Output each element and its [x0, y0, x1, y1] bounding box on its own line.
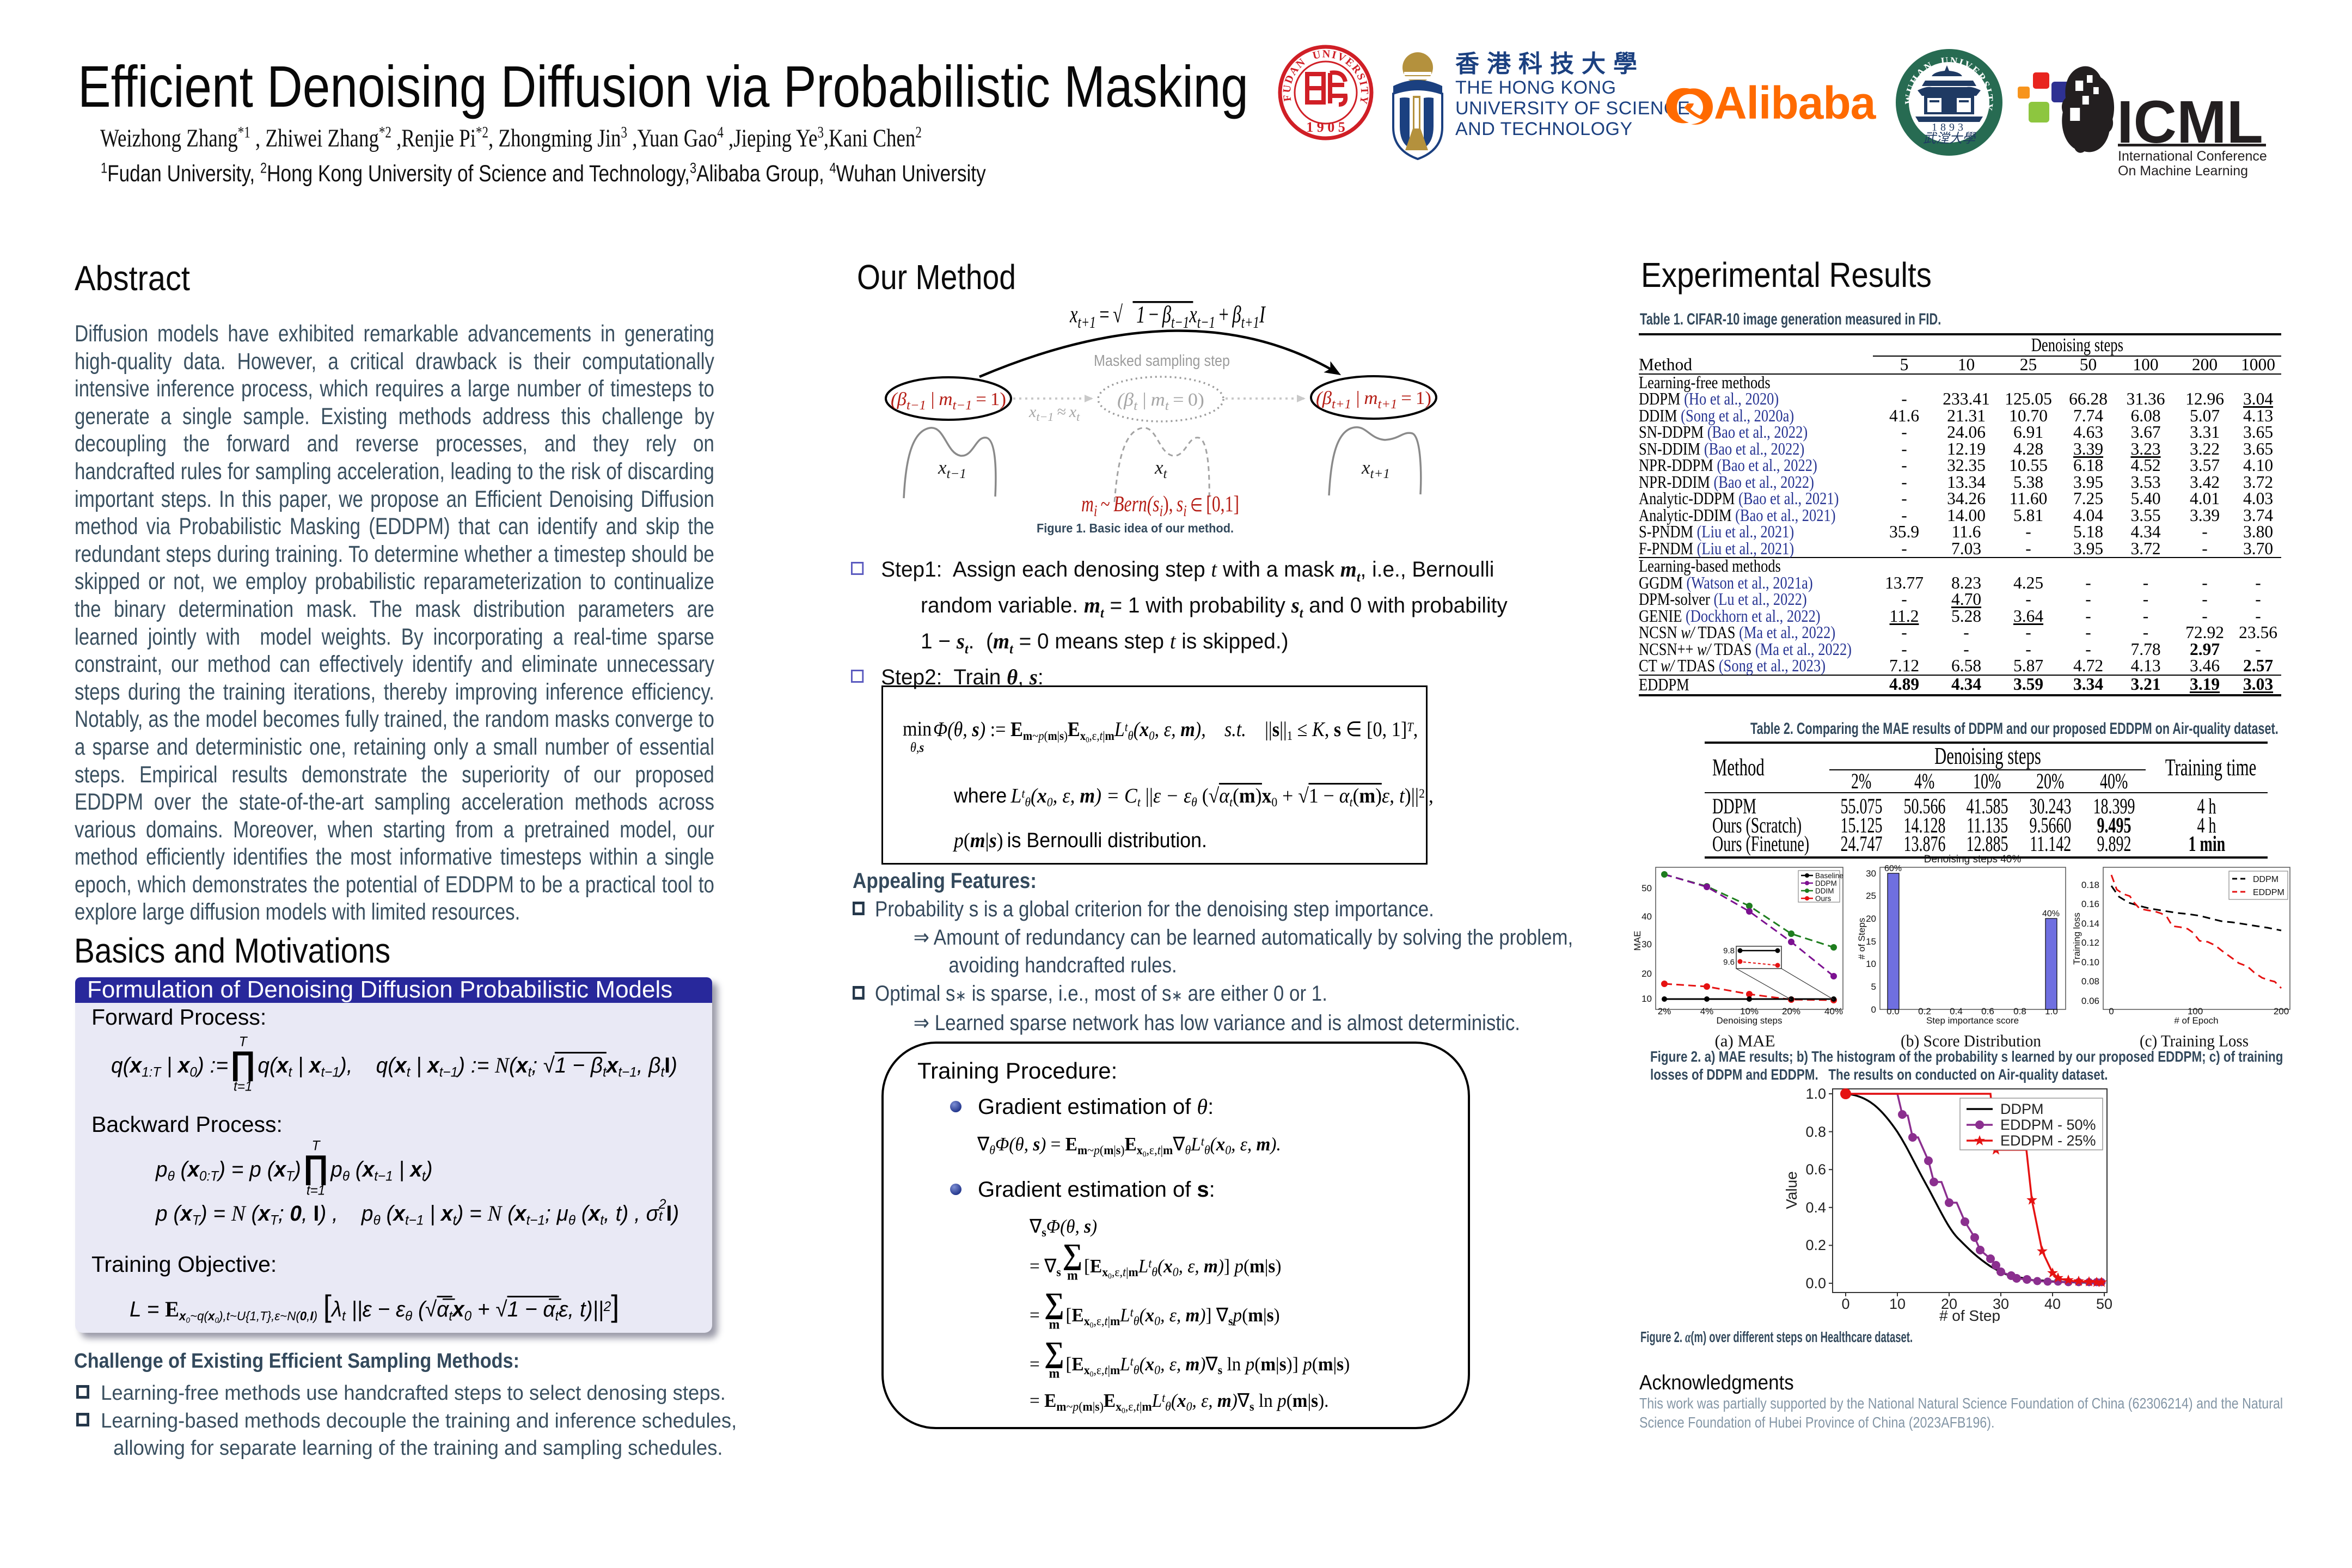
- svg-text:(c) Training Loss: (c) Training Loss: [2140, 1031, 2249, 1050]
- svg-text:0: 0: [1841, 1296, 1849, 1312]
- svg-text:60%: 60%: [1884, 864, 1902, 873]
- svg-text:(βt+1 | mt+1 = 1): (βt+1 | mt+1 = 1): [1316, 388, 1431, 412]
- svg-text:5: 5: [1871, 982, 1876, 992]
- svg-text:0.14: 0.14: [2081, 918, 2099, 929]
- svg-text:DDIM: DDIM: [1815, 887, 1834, 895]
- svg-text:xt+1 = √: xt+1 = √: [1069, 302, 1123, 331]
- svg-text:Figure 1. Basic idea of our me: Figure 1. Basic idea of our method.: [1037, 521, 1234, 535]
- svg-text:武漟大學: 武漟大學: [1923, 131, 1976, 146]
- svg-text:20: 20: [1941, 1296, 1957, 1312]
- svg-text:0.2: 0.2: [1805, 1237, 1826, 1253]
- svg-text:DDPM: DDPM: [1815, 879, 1837, 887]
- svg-text:香港科技大學: 香港科技大學: [1455, 51, 1645, 77]
- svg-text:International Conference: International Conference: [2118, 149, 2267, 164]
- svg-text:xt+1: xt+1: [1361, 457, 1390, 481]
- svg-text:20%: 20%: [1782, 1006, 1800, 1016]
- svg-text:30: 30: [1866, 868, 1876, 879]
- svg-text:xt−1 ≈ xt: xt−1 ≈ xt: [1028, 403, 1080, 424]
- svg-text:0.16: 0.16: [2081, 899, 2099, 909]
- svg-text:Training loss: Training loss: [2072, 912, 2082, 965]
- svg-text:DDPM: DDPM: [2253, 875, 2278, 884]
- svg-text:# of Epoch: # of Epoch: [2174, 1015, 2218, 1026]
- svg-text:EDDPM - 50%: EDDPM - 50%: [2000, 1117, 2096, 1133]
- svg-text:40%: 40%: [2042, 909, 2060, 918]
- svg-text:EDDPM - 25%: EDDPM - 25%: [2000, 1132, 2096, 1149]
- svg-text:0.08: 0.08: [2081, 976, 2099, 987]
- svg-text:(b) Score Distribution: (b) Score Distribution: [1901, 1031, 2041, 1050]
- svg-text:Baseline: Baseline: [1815, 872, 1843, 880]
- svg-text:9.8: 9.8: [1723, 946, 1735, 955]
- svg-text:40%: 40%: [1824, 1006, 1843, 1016]
- svg-text:(a) MAE: (a) MAE: [1714, 1031, 1775, 1050]
- svg-text:2%: 2%: [1658, 1006, 1671, 1016]
- svg-text:0.10: 0.10: [2081, 957, 2099, 967]
- svg-text:EDDPM: EDDPM: [2253, 888, 2284, 897]
- svg-text:1 − βt−1xt−1 + βt+1I: 1 − βt−1xt−1 + βt+1I: [1136, 302, 1266, 331]
- svg-text:0.12: 0.12: [2081, 938, 2099, 948]
- svg-text:200: 200: [2274, 1006, 2289, 1016]
- svg-text:AND TECHNOLOGY: AND TECHNOLOGY: [1455, 119, 1633, 139]
- svg-text:40: 40: [1641, 911, 1652, 922]
- svg-text:Denoising steps: Denoising steps: [1717, 1015, 1783, 1026]
- svg-text:50: 50: [2096, 1296, 2112, 1312]
- svg-text:UNIVERSITY OF SCIENCE: UNIVERSITY OF SCIENCE: [1455, 98, 1690, 119]
- svg-text:0: 0: [1871, 1004, 1876, 1015]
- svg-text:30: 30: [1641, 939, 1652, 950]
- svg-text:Masked sampling step: Masked sampling step: [1094, 352, 1230, 370]
- svg-text:30: 30: [1993, 1296, 2009, 1312]
- svg-text:25: 25: [1866, 891, 1876, 901]
- svg-text:50: 50: [1641, 883, 1652, 893]
- svg-text:0.2: 0.2: [1918, 1006, 1931, 1016]
- svg-text:xt−1: xt−1: [938, 457, 966, 481]
- svg-text:1.0: 1.0: [1805, 1086, 1826, 1102]
- svg-text:Value: Value: [1783, 1171, 1800, 1209]
- svg-text:20: 20: [1641, 969, 1652, 979]
- svg-text:(βt | mt = 0): (βt | mt = 0): [1117, 390, 1204, 413]
- svg-text:20: 20: [1866, 914, 1876, 924]
- svg-text:0.4: 0.4: [1950, 1006, 1963, 1016]
- svg-text:4%: 4%: [1700, 1006, 1714, 1016]
- svg-text:Denoising steps 40%: Denoising steps 40%: [1924, 855, 2022, 865]
- svg-text:0.6: 0.6: [1805, 1161, 1826, 1178]
- svg-text:0.8: 0.8: [2013, 1006, 2026, 1016]
- svg-text:# of Steps: # of Steps: [1857, 918, 1867, 960]
- svg-text:10: 10: [1641, 994, 1652, 1004]
- svg-text:0.18: 0.18: [2081, 880, 2099, 890]
- svg-text:100: 100: [2188, 1006, 2203, 1016]
- svg-text:Step importance score: Step importance score: [1926, 1015, 2019, 1026]
- svg-text:mi ~ Bern(si), si ∈ [0,1]: mi ~ Bern(si), si ∈ [0,1]: [1081, 491, 1239, 520]
- svg-text:0.4: 0.4: [1805, 1199, 1826, 1216]
- svg-text:0.06: 0.06: [2081, 996, 2099, 1006]
- svg-text:40: 40: [2044, 1296, 2061, 1312]
- svg-text:10%: 10%: [1740, 1006, 1759, 1016]
- svg-text:Alibaba: Alibaba: [1714, 77, 1877, 128]
- svg-text:9.6: 9.6: [1723, 958, 1735, 967]
- svg-text:DDPM: DDPM: [2000, 1101, 2044, 1117]
- svg-text:0.6: 0.6: [1981, 1006, 1994, 1016]
- svg-text:xt: xt: [1154, 457, 1168, 481]
- svg-text:On Machine Learning: On Machine Learning: [2118, 163, 2248, 179]
- svg-text:0: 0: [2109, 1006, 2114, 1016]
- svg-text:Ours: Ours: [1815, 895, 1832, 903]
- svg-text:15: 15: [1866, 936, 1876, 947]
- svg-text:10: 10: [1889, 1296, 1906, 1312]
- svg-text:1893: 1893: [1932, 121, 1967, 133]
- svg-text:0.8: 0.8: [1805, 1124, 1826, 1140]
- svg-text:1 9 0 5: 1 9 0 5: [1306, 119, 1345, 135]
- svg-text:# of Step: # of Step: [1939, 1307, 2000, 1323]
- svg-text:MAE: MAE: [1633, 931, 1643, 951]
- svg-text:THE HONG KONG: THE HONG KONG: [1455, 77, 1616, 98]
- svg-text:(βt−1 | mt−1 = 1): (βt−1 | mt−1 = 1): [891, 389, 1006, 413]
- svg-text:0.0: 0.0: [1805, 1275, 1826, 1291]
- svg-text:10: 10: [1866, 959, 1876, 969]
